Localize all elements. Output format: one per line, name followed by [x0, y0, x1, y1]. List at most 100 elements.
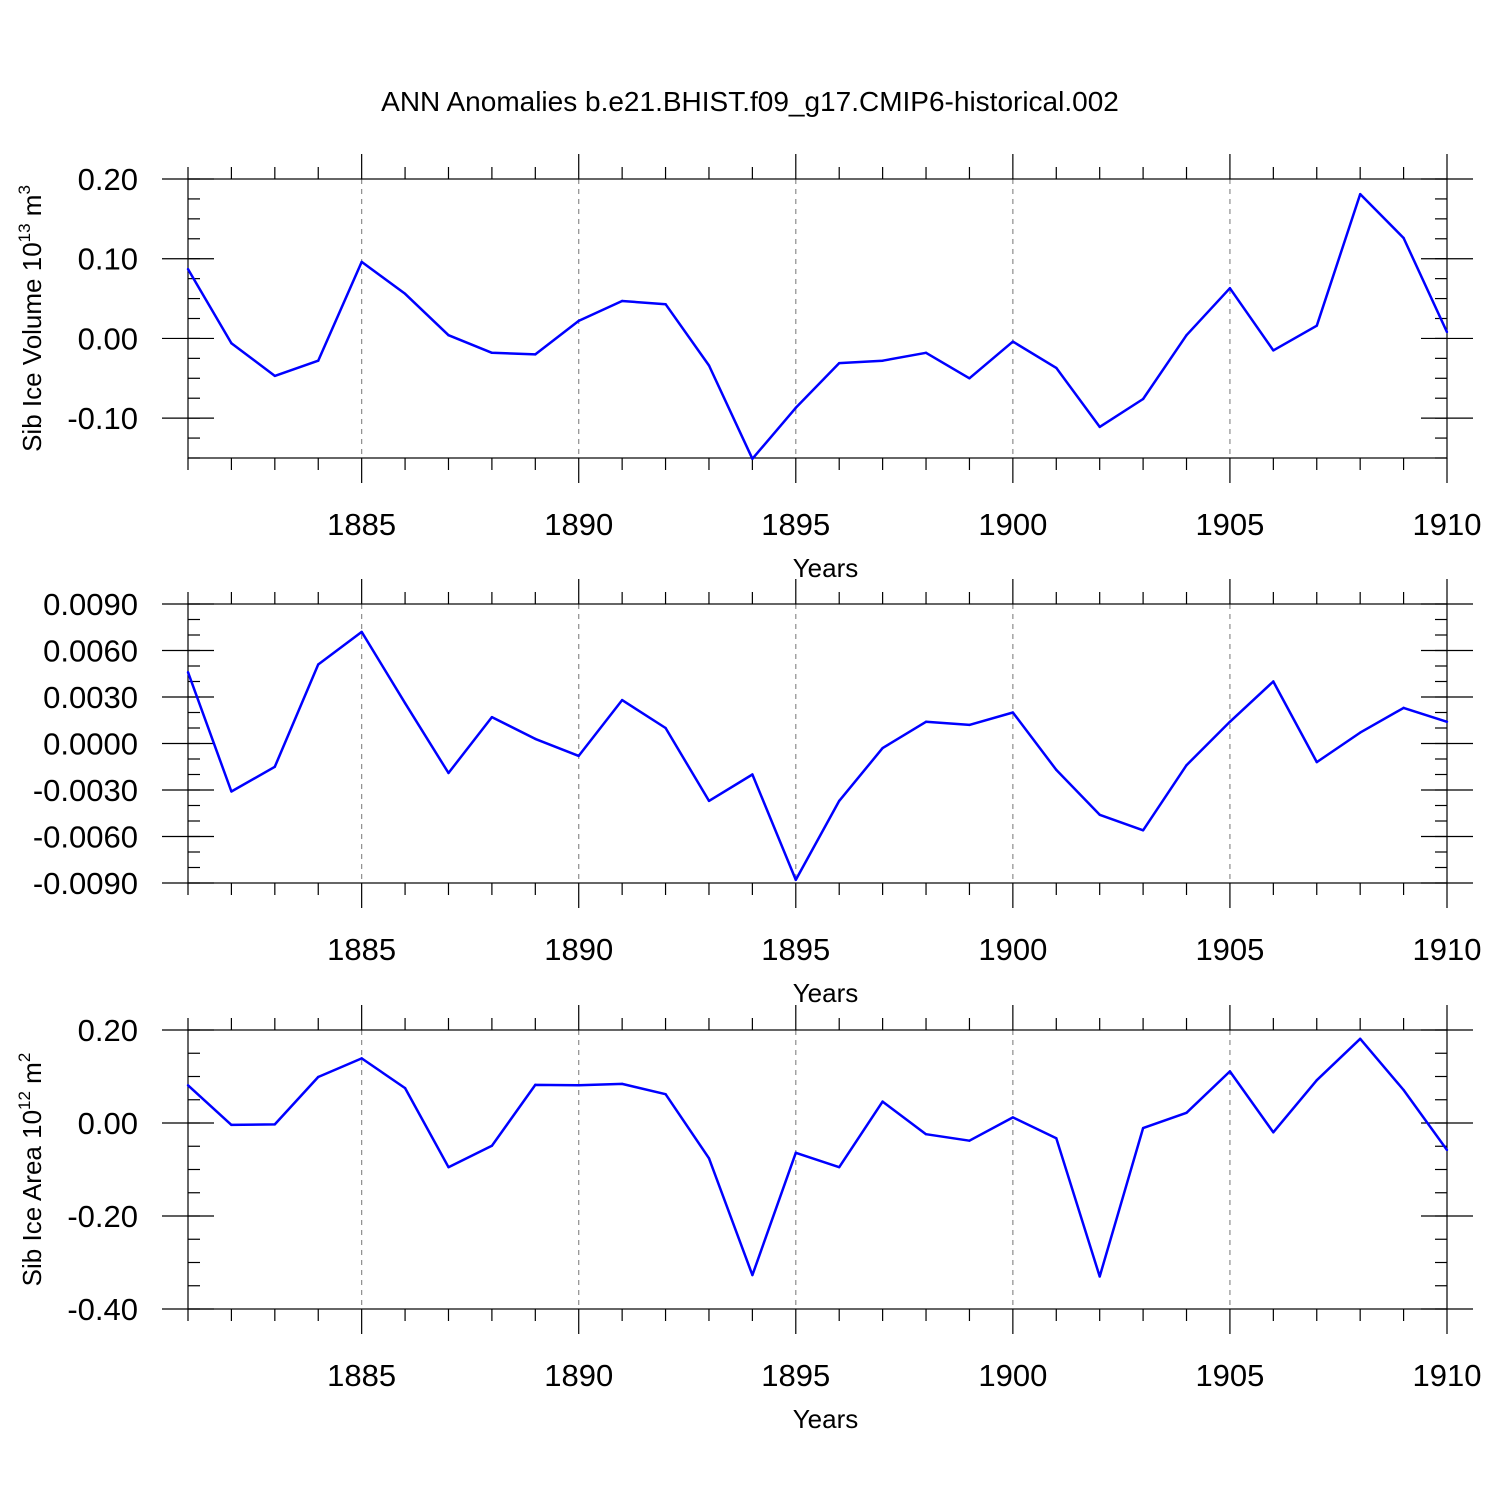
data-point	[1228, 720, 1232, 723]
data-point	[1185, 1111, 1188, 1114]
x-tick-label: 1890	[544, 932, 613, 967]
x-tick-label: 1900	[978, 1358, 1047, 1393]
data-point	[838, 799, 841, 803]
data-point	[620, 698, 624, 702]
data-point	[447, 771, 450, 775]
x-tick-label: 1890	[544, 1358, 613, 1393]
data-point	[664, 302, 667, 306]
data-point	[1358, 192, 1362, 196]
data-point	[1402, 1088, 1405, 1092]
data-point	[1272, 680, 1275, 683]
data-point	[1055, 1137, 1058, 1140]
y-tick-label: 0.0000	[43, 727, 138, 762]
data-point	[707, 799, 711, 803]
y-tick-label: 0.0030	[43, 680, 138, 715]
data-point	[664, 1092, 667, 1096]
data-point	[534, 737, 537, 741]
data-point	[447, 1165, 450, 1169]
data-point	[534, 353, 537, 356]
data-point	[968, 723, 971, 727]
data-point	[1141, 829, 1145, 832]
data-point	[1358, 731, 1362, 734]
chart-panel-1: 0.20 0.10 0.00 -0.10 1885 1890 1895 1900 1905 191…	[15, 154, 1481, 583]
data-point	[1141, 1126, 1145, 1130]
data-point	[1141, 397, 1145, 401]
y-tick-label: -0.40	[67, 1292, 138, 1327]
data-point	[1011, 711, 1015, 714]
data-point	[577, 1084, 580, 1087]
data-point	[577, 319, 580, 323]
data-point	[707, 1157, 711, 1160]
page-title: ANN Anomalies b.e21.BHIST.f09_g17.CMIP6-…	[381, 86, 1119, 117]
x-tick-label: 1905	[1195, 1358, 1264, 1393]
x-tick-label: 1910	[1413, 1358, 1482, 1393]
data-point	[1402, 236, 1405, 240]
data-point	[447, 334, 450, 337]
series-line	[186, 192, 1449, 461]
data-point	[924, 351, 928, 354]
x-axis-title: Years	[793, 553, 859, 583]
x-tick-label: 1900	[978, 507, 1047, 542]
x-axis-title: Years	[793, 978, 859, 1008]
data-point	[1098, 1275, 1101, 1278]
y-tick-label: -0.0030	[33, 773, 138, 808]
data-point	[317, 359, 320, 362]
data-point	[230, 1123, 233, 1127]
data-point	[881, 746, 884, 750]
data-point	[403, 702, 407, 705]
data-point	[620, 299, 624, 303]
y-tick-label: -0.10	[67, 401, 138, 436]
x-axis-title: Years	[793, 1404, 859, 1434]
data-point	[968, 377, 971, 380]
data-point	[1315, 324, 1318, 327]
data-point	[794, 878, 797, 882]
data-point	[1098, 425, 1101, 429]
data-point	[317, 663, 320, 666]
x-tick-label: 1890	[544, 507, 613, 542]
data-point	[230, 790, 233, 793]
y-tick-label: 0.0090	[43, 587, 138, 622]
data-point	[360, 260, 363, 264]
data-point	[317, 1075, 320, 1079]
data-point	[577, 754, 580, 758]
data-point	[490, 715, 494, 719]
data-point	[230, 342, 233, 345]
data-point	[1098, 813, 1101, 816]
data-point	[751, 773, 754, 776]
x-tick-label: 1900	[978, 932, 1047, 967]
data-point	[360, 630, 363, 634]
data-point	[1055, 768, 1058, 772]
chart-panel-3: 0.20 0.00 -0.20 -0.40 1885 1890 1895 1900 1905 19…	[15, 1005, 1481, 1434]
data-point	[1185, 334, 1188, 337]
data-point	[1055, 366, 1058, 370]
data-point	[403, 1086, 407, 1090]
data-point	[534, 1083, 537, 1087]
data-point	[403, 292, 407, 295]
x-tick-label: 1895	[761, 1358, 830, 1393]
data-point	[924, 1132, 928, 1136]
series-line	[186, 630, 1448, 882]
data-point	[1445, 720, 1449, 723]
y-tick-label: 0.00	[78, 321, 138, 356]
plot-frame	[187, 1029, 1448, 1310]
x-tick-label: 1885	[327, 932, 396, 967]
data-point	[968, 1139, 971, 1142]
y-tick-label: 0.00	[78, 1106, 138, 1141]
data-point	[1272, 349, 1275, 352]
data-point	[1185, 764, 1188, 767]
y-tick-label: 0.0060	[43, 634, 138, 669]
data-point	[620, 1082, 624, 1086]
data-point	[751, 1273, 754, 1277]
x-tick-label: 1885	[327, 507, 396, 542]
data-point	[794, 406, 797, 409]
data-point	[1445, 330, 1449, 334]
data-point	[1315, 760, 1318, 764]
y-axis-title: Sib Snow Volume 1013 m3	[0, 595, 1, 892]
x-tick-label: 1885	[327, 1358, 396, 1393]
x-tick-label: 1910	[1413, 507, 1482, 542]
plot-frame	[187, 178, 1448, 459]
x-tick-label: 1905	[1195, 507, 1264, 542]
data-point	[273, 1123, 277, 1126]
y-tick-label: -0.0060	[33, 820, 138, 855]
